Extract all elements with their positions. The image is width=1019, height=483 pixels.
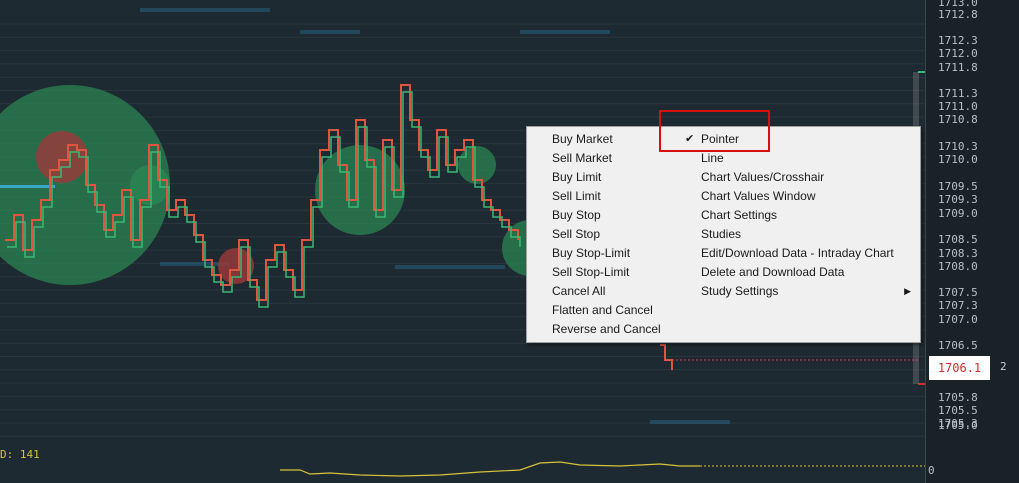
volume-bar	[300, 30, 360, 34]
price-tick: 1707.0	[938, 313, 978, 326]
price-tick: 1711.3	[938, 87, 978, 100]
price-line-down	[5, 84, 519, 301]
price-tick: 1705.0	[938, 419, 978, 432]
volume-bar	[395, 265, 505, 269]
menu-item-study-settings-label: Study Settings	[701, 284, 779, 298]
price-tick: 1713.0	[938, 0, 978, 9]
menu-item-study-settings[interactable]: Study Settings ▶	[675, 282, 919, 301]
menu-item-line[interactable]: Line	[701, 151, 724, 165]
price-tick: 1709.5	[938, 180, 978, 193]
price-line-tail	[660, 344, 673, 370]
submenu-arrow-icon: ▶	[904, 286, 911, 296]
price-tick: 1707.5	[938, 286, 978, 299]
price-line-up	[7, 91, 521, 308]
menu-item-pointer[interactable]: ✔ Pointer	[675, 130, 919, 149]
volume-bubble	[458, 146, 496, 184]
price-tick: 1709.0	[938, 207, 978, 220]
price-tick: 1705.3	[938, 417, 978, 430]
tools-menu-column: ✔ Pointer Line Chart Values/Crosshair Ch…	[675, 130, 919, 301]
menu-item-chart-values-window[interactable]: Chart Values Window	[701, 189, 816, 203]
price-tick: 1705.5	[938, 404, 978, 417]
menu-item-reverse-and-cancel[interactable]: Reverse and Cancel	[552, 322, 661, 336]
study-zero-label: 0	[928, 464, 935, 477]
volume-bubble	[0, 85, 170, 285]
price-tick: 1708.5	[938, 233, 978, 246]
volume-bar	[140, 8, 270, 12]
price-tick: 1710.0	[938, 153, 978, 166]
menu-item-buy-stop[interactable]: Buy Stop	[552, 208, 601, 222]
context-menu[interactable]: Buy Market Sell Market Buy Limit Sell Li…	[526, 126, 921, 343]
menu-item-chart-values-crosshair[interactable]: Chart Values/Crosshair	[701, 170, 825, 184]
price-tick: 1709.3	[938, 193, 978, 206]
current-price-label: 1706.1	[929, 356, 990, 380]
price-marker-bar	[0, 185, 55, 188]
menu-item-cancel-all[interactable]: Cancel All	[552, 284, 606, 298]
price-tick: 1710.3	[938, 140, 978, 153]
price-tick: 1708.0	[938, 260, 978, 273]
price-tick: 1712.3	[938, 34, 978, 47]
price-tick: 1706.5	[938, 339, 978, 352]
price-tick: 1711.0	[938, 100, 978, 113]
menu-item-sell-market[interactable]: Sell Market	[552, 151, 613, 165]
menu-item-sell-limit[interactable]: Sell Limit	[552, 189, 601, 203]
menu-item-buy-stop-limit[interactable]: Buy Stop-Limit	[552, 246, 631, 260]
price-tick: 1707.3	[938, 299, 978, 312]
menu-item-flatten-and-cancel[interactable]: Flatten and Cancel	[552, 303, 653, 317]
menu-item-buy-limit[interactable]: Buy Limit	[552, 170, 602, 184]
volume-bubble	[218, 248, 254, 284]
price-tick: 1710.8	[938, 113, 978, 126]
study-label: D: 141	[0, 448, 40, 461]
menu-item-chart-settings[interactable]: Chart Settings	[701, 208, 778, 222]
highlight-annotation	[659, 110, 770, 152]
menu-item-edit-download-data[interactable]: Edit/Download Data - Intraday Chart	[701, 246, 894, 260]
price-tick: 1712.8	[938, 8, 978, 21]
price-axis[interactable]: 1713.0 1712.8 1712.3 1712.0 1711.8 1711.3 1711…	[925, 0, 1019, 483]
price-tick: 1711.8	[938, 61, 978, 74]
menu-item-buy-market[interactable]: Buy Market	[552, 132, 613, 146]
price-tick: 1708.3	[938, 247, 978, 260]
menu-item-sell-stop[interactable]: Sell Stop	[552, 227, 601, 241]
volume-bar	[160, 262, 230, 266]
trade-menu-column: Buy Market Sell Market Buy Limit Sell Li…	[527, 130, 675, 339]
menu-item-delete-and-download-data[interactable]: Delete and Download Data	[701, 265, 845, 279]
menu-item-studies[interactable]: Studies	[701, 227, 742, 241]
volume-bar	[650, 420, 730, 424]
menu-item-pointer-label: Pointer	[701, 132, 740, 146]
checkmark-icon: ✔	[685, 133, 695, 145]
price-tick: 1712.0	[938, 47, 978, 60]
study-line	[280, 461, 700, 477]
volume-bar	[520, 30, 610, 34]
price-tick: 1705.8	[938, 391, 978, 404]
menu-item-sell-stop-limit[interactable]: Sell Stop-Limit	[552, 265, 630, 279]
side-count: 2	[1000, 360, 1007, 373]
